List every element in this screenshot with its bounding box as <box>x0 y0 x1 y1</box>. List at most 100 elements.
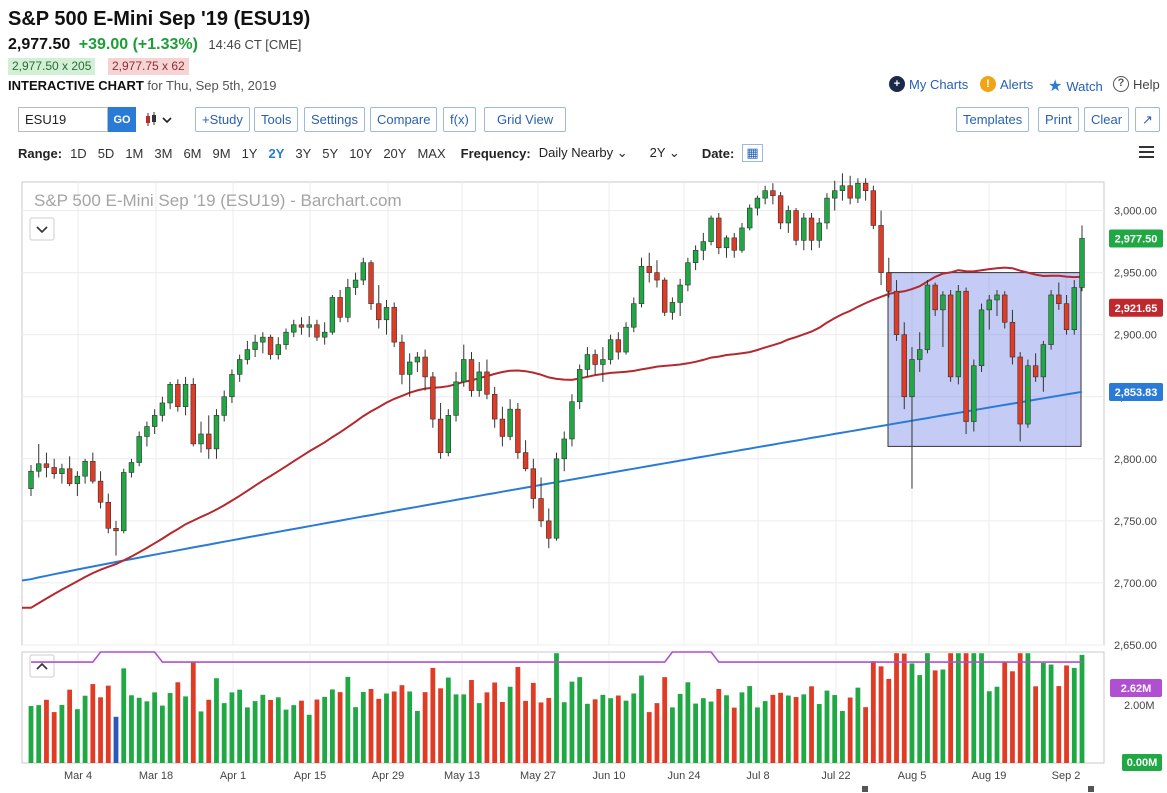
tools-button[interactable]: Tools <box>254 107 299 132</box>
volume-bar <box>600 694 606 763</box>
volume-bar <box>770 694 776 763</box>
price-badge-label: 2,977.50 <box>1115 233 1158 245</box>
watch-label: Watch <box>1066 78 1103 94</box>
volume-bar <box>685 682 691 763</box>
candle-body <box>267 336 274 355</box>
candle-body <box>291 324 297 333</box>
watch-link[interactable]: ★ Watch <box>1048 76 1103 96</box>
volume-bar <box>229 692 235 763</box>
candle-body <box>43 463 50 468</box>
range-option-1d[interactable]: 1D <box>70 145 87 161</box>
range-option-6m[interactable]: 6M <box>183 145 202 161</box>
period-select[interactable]: 2Y ⌄ <box>649 145 680 160</box>
candle-body <box>1056 294 1062 304</box>
collapse-button[interactable] <box>29 217 55 241</box>
volume-bar <box>422 692 428 763</box>
compare-button[interactable]: Compare <box>370 107 438 132</box>
symbol-input[interactable] <box>18 107 108 132</box>
candle-body <box>708 217 714 242</box>
range-option-20y[interactable]: 20Y <box>383 145 407 161</box>
candle-body <box>136 436 142 463</box>
volume-bar <box>824 690 830 763</box>
candle-body <box>151 415 158 427</box>
scroll-handle-right <box>1088 786 1094 792</box>
volume-bar <box>28 706 34 763</box>
chart-date: for Thu, Sep 5th, 2019 <box>147 78 277 93</box>
candle-body <box>901 334 907 398</box>
volume-bar <box>376 698 382 763</box>
chevron-down-icon <box>162 117 172 124</box>
volume-bar <box>121 668 127 763</box>
candle-body <box>808 217 815 241</box>
candle-body <box>917 349 923 360</box>
add-study-button[interactable]: +Study <box>195 107 250 132</box>
range-option-2y[interactable]: 2Y <box>268 145 285 161</box>
collapse-volume-button[interactable] <box>29 654 55 678</box>
my-charts-link[interactable]: + My Charts <box>889 76 968 92</box>
templates-button[interactable]: Templates <box>956 107 1030 132</box>
print-button[interactable]: Print <box>1038 107 1079 132</box>
volume-bar <box>368 689 374 763</box>
range-option-5d[interactable]: 5D <box>97 145 115 161</box>
range-option-max[interactable]: MAX <box>417 145 446 161</box>
volume-bar <box>391 691 397 763</box>
candlestick-icon <box>146 112 172 126</box>
candle-body <box>391 307 397 343</box>
candle-body <box>36 463 42 472</box>
calendar-icon[interactable]: ▦ <box>742 144 763 162</box>
range-option-5y[interactable]: 5Y <box>322 145 339 161</box>
candle-body <box>229 374 235 398</box>
volume-bar <box>198 711 204 763</box>
candle-body <box>260 336 266 343</box>
volume-bar <box>569 681 575 763</box>
clear-button[interactable]: Clear <box>1084 107 1130 132</box>
range-option-1m[interactable]: 1M <box>125 145 144 161</box>
volume-bar <box>183 696 188 763</box>
candle-body <box>515 408 521 453</box>
function-button[interactable]: f(x) <box>443 107 476 132</box>
candle-body <box>692 249 699 263</box>
go-button[interactable]: GO <box>108 107 136 132</box>
y-tick-label: 2,800.00 <box>1114 454 1157 466</box>
chart-type-selector[interactable] <box>143 110 175 129</box>
range-option-3m[interactable]: 3M <box>154 145 173 161</box>
volume-bar <box>708 701 714 763</box>
help-link[interactable]: ? Help <box>1113 76 1160 92</box>
candle-body <box>337 297 343 318</box>
range-option-9m[interactable]: 9M <box>212 145 231 161</box>
volume-average-line <box>31 651 1082 663</box>
range-option-1y[interactable]: 1Y <box>241 145 258 161</box>
volume-bar <box>615 695 621 763</box>
candle-body <box>785 210 792 224</box>
hamburger-menu-button[interactable] <box>1138 143 1156 161</box>
settings-button[interactable]: Settings <box>304 107 365 132</box>
volume-bar <box>152 692 158 763</box>
frequency-select[interactable]: Daily Nearby ⌄ <box>538 145 628 160</box>
candle-body <box>213 415 220 450</box>
volume-bar <box>476 703 482 763</box>
candle-body <box>329 297 336 333</box>
candle-body <box>638 266 645 304</box>
candle-body <box>839 185 846 191</box>
candle-body <box>700 241 707 251</box>
volume-bar <box>646 712 652 763</box>
candle-body <box>569 401 575 440</box>
y-tick-label: 2,950.00 <box>1114 268 1157 280</box>
candle-body <box>144 426 150 437</box>
volume-bar <box>268 699 273 763</box>
candle-body <box>352 279 359 288</box>
alerts-link[interactable]: ! Alerts <box>980 76 1033 92</box>
range-option-3y[interactable]: 3Y <box>295 145 312 161</box>
range-option-10y[interactable]: 10Y <box>349 145 373 161</box>
volume-bar <box>816 704 822 763</box>
help-label: Help <box>1133 76 1160 92</box>
grid-view-button[interactable]: Grid View <box>484 107 567 132</box>
candle-body <box>615 339 622 353</box>
candle-body <box>747 207 753 229</box>
expand-button[interactable]: ↗ <box>1135 107 1160 132</box>
candle-body <box>909 359 915 398</box>
volume-bar <box>484 692 490 763</box>
candle-body <box>453 381 459 416</box>
volume-bar <box>105 685 111 763</box>
